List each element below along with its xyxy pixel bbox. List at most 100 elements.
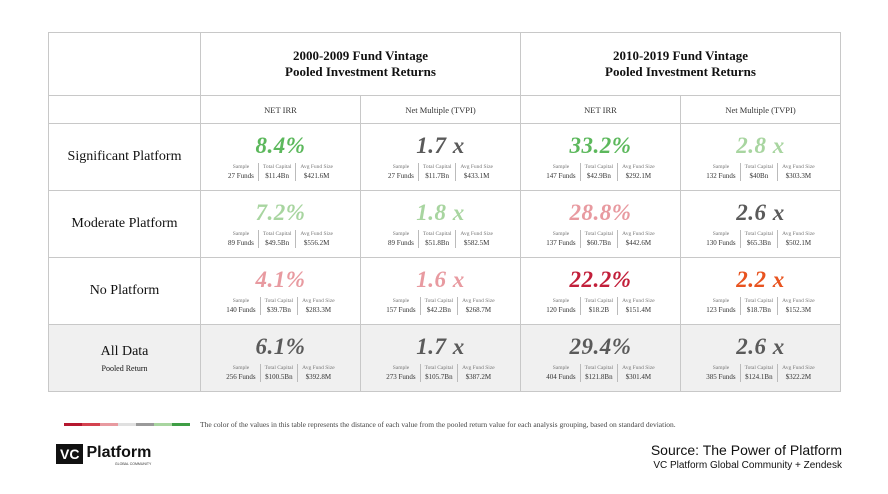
stat-capital: Total Capital $121.8Bn (579, 364, 617, 382)
stat-value: $152.3M (785, 306, 812, 314)
color-legend: The color of the values in this table re… (64, 420, 676, 429)
row-sublabel: Pooled Return (101, 363, 148, 373)
stat-label: Sample (232, 365, 250, 371)
stat-value: 132 Funds (706, 172, 736, 180)
stat-sample: Sample 89 Funds (384, 230, 418, 248)
metric-cell: 1.6 x Sample 157 Funds Total Capital $42.2Bn… (360, 257, 521, 325)
stat-value: 157 Funds (386, 306, 416, 314)
stat-value: 123 Funds (706, 306, 736, 314)
source-credit: Source: The Power of Platform VC Platfor… (651, 442, 842, 473)
legend-swatch (136, 423, 154, 426)
stat-label: Avg Fund Size (300, 231, 333, 237)
group-header-line2: Pooled Investment Returns (285, 64, 436, 79)
stat-sample: Sample 27 Funds (384, 163, 418, 181)
vc-platform-logo: VC Platform GLOBAL COMMUNITY (56, 444, 151, 466)
stat-sample: Sample 140 Funds (222, 297, 259, 315)
metric-cell: 2.6 x Sample 385 Funds Total Capital $124.1B… (680, 324, 841, 392)
stat-sample: Sample 256 Funds (222, 364, 259, 382)
stat-value: $11.4Bn (265, 172, 289, 180)
stat-label: Avg Fund Size (460, 164, 493, 170)
metric-stats: Sample 137 Funds Total Capital $60.7Bn Avg F… (542, 230, 658, 248)
metric-cell: 2.6 x Sample 130 Funds Total Capital $65.3Bn… (680, 190, 841, 258)
stat-value: $433.1M (463, 172, 490, 180)
stat-value: 27 Funds (228, 172, 254, 180)
stat-label: Sample (392, 365, 410, 371)
metric-cell-content: 2.6 x Sample 385 Funds Total Capital $124.1B… (681, 334, 840, 382)
metric-cell-content: 2.2 x Sample 123 Funds Total Capital $18.7Bn… (681, 267, 840, 315)
stat-value: $124.1Bn (745, 373, 773, 381)
table-row: No Platform 4.1% Sample 140 Funds Total Capi… (48, 257, 841, 325)
row-label-text: Moderate Platform (71, 216, 178, 231)
metric-stats: Sample 385 Funds Total Capital $124.1Bn Avg … (702, 364, 818, 382)
stat-label: Avg Fund Size (622, 231, 655, 237)
stat-label: Total Capital (422, 231, 452, 237)
stat-value: $392.8M (305, 373, 332, 381)
stat-value: $18.2B (588, 306, 610, 314)
stat-capital: Total Capital $65.3Bn (739, 230, 777, 248)
metric-cell-content: 8.4% Sample 27 Funds Total Capital $11.4Bn Av… (201, 133, 360, 181)
stat-avg: Avg Fund Size $303.3M (777, 163, 819, 181)
metric-value: 33.2% (569, 133, 632, 158)
stat-sample: Sample 89 Funds (224, 230, 258, 248)
stat-capital: Total Capital $39.7Bn (259, 297, 297, 315)
stat-value: $60.7Bn (586, 239, 611, 247)
stat-label: Total Capital (264, 298, 294, 304)
stat-label: Total Capital (264, 365, 294, 371)
metric-cell: 8.4% Sample 27 Funds Total Capital $11.4Bn Av… (200, 123, 361, 191)
group-header-2000-2009: 2000-2009 Fund Vintage Pooled Investment… (200, 32, 521, 96)
metric-value: 2.2 x (736, 267, 785, 292)
metric-value: 1.6 x (416, 267, 465, 292)
stat-value: $65.3Bn (746, 239, 771, 247)
subheader-net-multiple: Net Multiple (TVPI) (680, 95, 841, 124)
subheader-blank (48, 95, 201, 124)
stat-label: Total Capital (262, 164, 292, 170)
stat-label: Total Capital (744, 231, 774, 237)
legend-swatch (64, 423, 82, 426)
stat-sample: Sample 123 Funds (702, 297, 739, 315)
stat-label: Avg Fund Size (462, 298, 495, 304)
stat-value: $387.2M (465, 373, 492, 381)
metric-cell: 6.1% Sample 256 Funds Total Capital $100.5Bn… (200, 324, 361, 392)
stat-value: $303.3M (785, 172, 812, 180)
logo-wordmark: Platform GLOBAL COMMUNITY (86, 444, 151, 466)
stat-sample: Sample 130 Funds (702, 230, 739, 248)
stat-sample: Sample 157 Funds (382, 297, 419, 315)
stat-label: Avg Fund Size (302, 365, 335, 371)
stat-value: $39.7Bn (266, 306, 291, 314)
stat-avg: Avg Fund Size $387.2M (457, 364, 499, 382)
stat-value: 140 Funds (226, 306, 256, 314)
stat-value: $502.1M (785, 239, 812, 247)
stat-label: Total Capital (584, 298, 614, 304)
stat-label: Total Capital (262, 231, 292, 237)
stat-label: Sample (232, 298, 250, 304)
stat-value: 256 Funds (226, 373, 256, 381)
row-label-text: No Platform (89, 283, 160, 298)
metric-stats: Sample 132 Funds Total Capital $40Bn Avg Fun… (702, 163, 818, 181)
row-label: Moderate Platform (48, 190, 201, 258)
stat-label: Sample (392, 298, 410, 304)
logo-sub: GLOBAL COMMUNITY (114, 462, 152, 466)
metric-value: 7.2% (255, 200, 306, 225)
logo-name: Platform (86, 444, 152, 461)
metric-stats: Sample 140 Funds Total Capital $39.7Bn Avg F… (222, 297, 338, 315)
table-body: Significant Platform 8.4% Sample 27 Funds To… (48, 123, 841, 392)
group-header-line1: 2000-2009 Fund Vintage (292, 48, 429, 63)
metric-cell-content: 22.2% Sample 120 Funds Total Capital $18.2B A… (521, 267, 680, 315)
stat-value: $292.1M (625, 172, 652, 180)
stat-avg: Avg Fund Size $322.2M (777, 364, 819, 382)
source-title: Source: The Power of Platform (650, 442, 842, 458)
metric-cell-content: 28.8% Sample 137 Funds Total Capital $60.7Bn… (521, 200, 680, 248)
stat-capital: Total Capital $49.5Bn (257, 230, 295, 248)
row-label-text: Significant Platform (67, 149, 182, 164)
stat-label: Sample (712, 365, 730, 371)
stat-value: 137 Funds (546, 239, 576, 247)
source-sub: VC Platform Global Community + Zendesk (653, 460, 842, 471)
stat-value: $442.6M (625, 239, 652, 247)
stat-avg: Avg Fund Size $556.2M (295, 230, 337, 248)
stat-avg: Avg Fund Size $268.7M (457, 297, 499, 315)
stat-capital: Total Capital $42.2Bn (419, 297, 457, 315)
stat-capital: Total Capital $40Bn (739, 163, 777, 181)
stat-sample: Sample 132 Funds (702, 163, 739, 181)
row-label: No Platform (48, 257, 201, 325)
stat-label: Total Capital (584, 164, 614, 170)
